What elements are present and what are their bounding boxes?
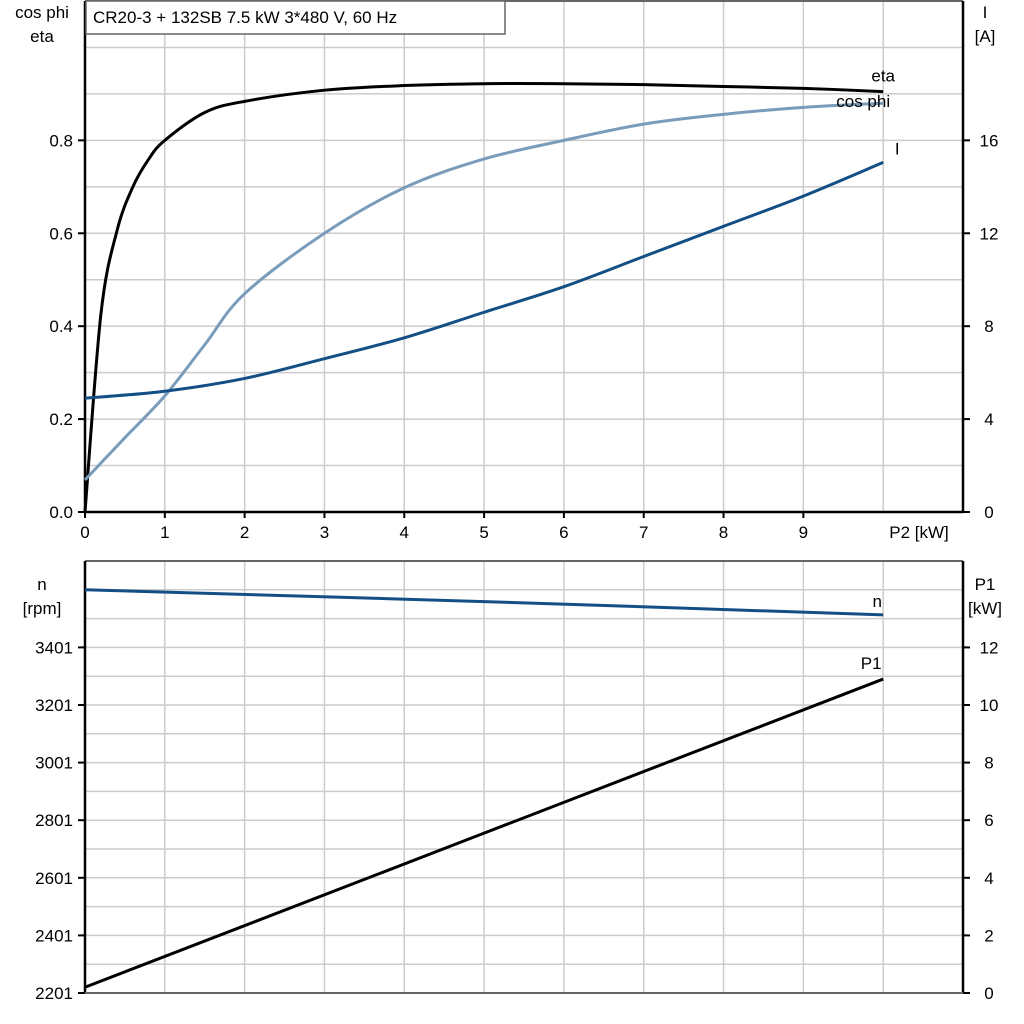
x-axis-label: P2 [kW] bbox=[889, 523, 949, 542]
y-left-tick-label: 0.2 bbox=[49, 410, 73, 429]
x-tick-label: 1 bbox=[160, 523, 169, 542]
x-tick-label: 8 bbox=[719, 523, 728, 542]
series-label-n: n bbox=[872, 592, 881, 611]
series-label-p1: P1 bbox=[861, 654, 882, 673]
y-left-tick-label: 2201 bbox=[35, 984, 73, 1003]
y-right-tick-label: 12 bbox=[980, 224, 999, 243]
y-left-axis-label: [rpm] bbox=[23, 599, 62, 618]
chart-title: CR20-3 + 132SB 7.5 kW 3*480 V, 60 Hz bbox=[93, 8, 397, 27]
series-line-n bbox=[84, 588, 884, 617]
series-line-eta bbox=[83, 82, 884, 513]
y-right-axis-label: I bbox=[983, 3, 988, 22]
y-left-tick-label: 2401 bbox=[35, 926, 73, 945]
series-label-cos-phi: cos phi bbox=[836, 92, 890, 111]
x-tick-label: 3 bbox=[320, 523, 329, 542]
y-right-tick-label: 8 bbox=[984, 317, 993, 336]
y-right-tick-label: 0 bbox=[984, 984, 993, 1003]
y-left-tick-label: 0.8 bbox=[49, 131, 73, 150]
x-tick-label: 7 bbox=[639, 523, 648, 542]
y-left-tick-label: 0.4 bbox=[49, 317, 73, 336]
x-tick-label: 0 bbox=[80, 523, 89, 542]
y-right-tick-label: 16 bbox=[980, 131, 999, 150]
y-right-tick-label: 8 bbox=[984, 754, 993, 773]
y-right-tick-label: 2 bbox=[984, 926, 993, 945]
y-left-axis-label: cos phi bbox=[15, 3, 69, 22]
series-line-p1 bbox=[84, 677, 884, 989]
series-label-eta: eta bbox=[871, 67, 895, 86]
y-right-tick-label: 4 bbox=[984, 869, 993, 888]
y-right-axis-label: [A] bbox=[975, 27, 996, 46]
y-left-tick-label: 2801 bbox=[35, 811, 73, 830]
y-right-axis-label: P1 bbox=[975, 575, 996, 594]
y-left-axis-label: eta bbox=[30, 27, 54, 46]
y-right-tick-label: 0 bbox=[984, 503, 993, 522]
y-left-tick-label: 2601 bbox=[35, 869, 73, 888]
x-tick-label: 6 bbox=[559, 523, 568, 542]
y-right-tick-label: 6 bbox=[984, 811, 993, 830]
y-right-axis-label: [kW] bbox=[968, 599, 1002, 618]
series-line-i bbox=[84, 161, 884, 400]
y-left-axis-label: n bbox=[37, 575, 46, 594]
x-tick-label: 5 bbox=[479, 523, 488, 542]
x-tick-label: 4 bbox=[400, 523, 409, 542]
x-tick-label: 9 bbox=[799, 523, 808, 542]
y-right-tick-label: 10 bbox=[980, 696, 999, 715]
series-line-cos-phi bbox=[83, 101, 884, 481]
y-left-tick-label: 0.0 bbox=[49, 503, 73, 522]
y-left-tick-label: 0.6 bbox=[49, 224, 73, 243]
x-tick-label: 2 bbox=[240, 523, 249, 542]
y-right-tick-label: 4 bbox=[984, 410, 993, 429]
series-label-i: I bbox=[895, 139, 900, 158]
y-left-tick-label: 3401 bbox=[35, 638, 73, 657]
y-right-tick-label: 12 bbox=[980, 638, 999, 657]
y-left-tick-label: 3001 bbox=[35, 754, 73, 773]
y-left-tick-label: 3201 bbox=[35, 696, 73, 715]
chart-title-box bbox=[85, 0, 506, 35]
